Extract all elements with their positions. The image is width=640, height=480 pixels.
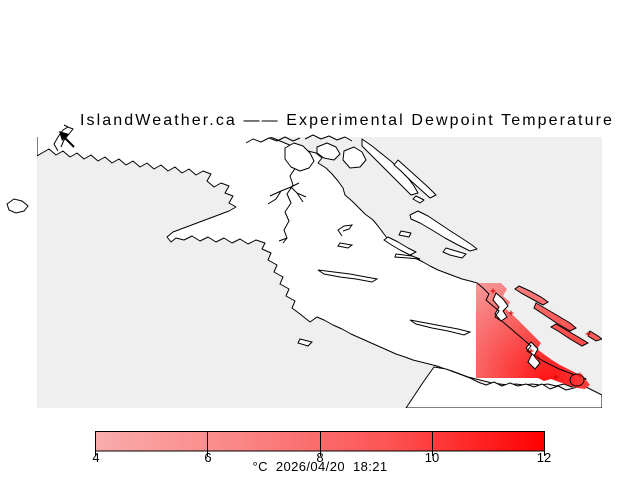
olympic-peninsula-landmass <box>405 366 602 408</box>
colorbar-tick-label-6: 6 <box>204 450 212 465</box>
colorbar-caption: °C 2026/04/20 18:21 <box>252 459 388 474</box>
station-markers <box>490 288 591 380</box>
coastline-over-overlay <box>476 282 587 380</box>
vancouver-island-landmass <box>37 137 587 388</box>
colorbar <box>95 431 545 456</box>
texada-lasqueti-islands <box>383 210 478 259</box>
colorbar-ticks <box>95 431 545 456</box>
colorbar-tick-label-8: 8 <box>316 450 324 465</box>
discovery-islands-cluster <box>245 134 437 238</box>
colorbar-tick-label-10: 10 <box>424 450 440 465</box>
inland-water-features <box>267 166 472 347</box>
page-title: IslandWeather.ca —— Experimental Dewpoin… <box>80 112 615 129</box>
colorbar-tick-label-12: 12 <box>536 450 552 465</box>
gulf-islands <box>514 285 602 387</box>
offshore-islet-west <box>6 198 29 214</box>
map-plot-area <box>37 137 602 408</box>
mouse-cursor[interactable] <box>59 131 75 148</box>
colorbar-tick-label-4: 4 <box>92 450 100 465</box>
